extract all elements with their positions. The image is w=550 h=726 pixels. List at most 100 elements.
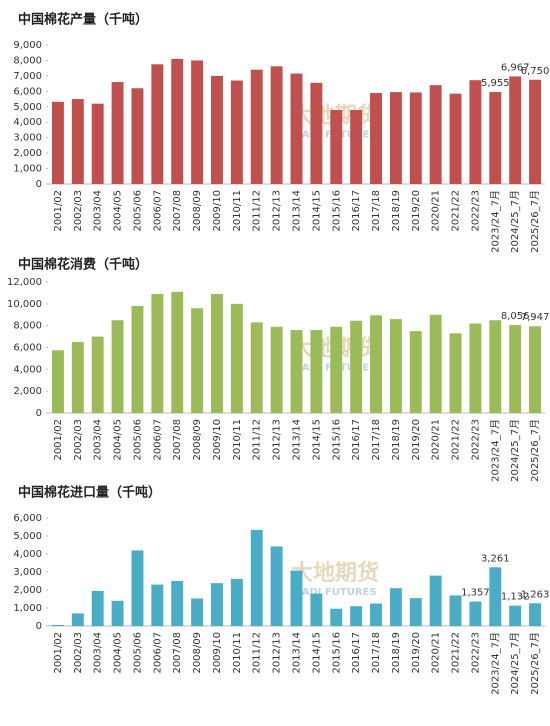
- y-tick-label: 12,000: [7, 277, 42, 288]
- bar: [131, 306, 144, 413]
- bar: [389, 588, 402, 626]
- x-tick-label: 2017/18: [371, 190, 382, 232]
- bar: [211, 583, 223, 626]
- chart-title: 中国棉花进口量（千吨）: [18, 485, 161, 501]
- bar: [171, 581, 184, 626]
- bar: [489, 567, 502, 626]
- data-label: 6,750: [521, 66, 550, 77]
- x-tick-label: 2007/08: [172, 632, 183, 674]
- bar: [211, 75, 223, 184]
- x-tick-label: 2015/16: [331, 632, 342, 674]
- x-tick-label: 2016/17: [351, 419, 362, 461]
- x-tick-label: 2018/19: [391, 190, 402, 232]
- x-tick-label: 2013/14: [292, 419, 303, 461]
- data-label: 1,357: [461, 588, 490, 599]
- x-tick-label: 2007/08: [172, 419, 183, 461]
- x-tick-label: 2007/08: [172, 190, 183, 232]
- bar: [71, 99, 84, 184]
- x-tick-label: 2016/17: [351, 632, 362, 674]
- x-tick-label: 2020/21: [431, 419, 442, 461]
- y-tick-label: 7,000: [13, 71, 42, 82]
- x-tick-label: 2021/22: [451, 190, 462, 232]
- bar: [51, 624, 64, 626]
- bar: [91, 590, 104, 626]
- bar: [71, 342, 84, 413]
- x-tick-label: 2003/04: [93, 419, 104, 461]
- bar: [389, 319, 402, 413]
- bar: [230, 80, 243, 184]
- y-tick-label: 3,000: [13, 133, 42, 144]
- bar: [310, 593, 323, 626]
- bar: [250, 529, 263, 626]
- bar: [71, 613, 84, 626]
- data-label: 8,056: [501, 311, 530, 322]
- x-tick-label: 2001/02: [53, 632, 64, 674]
- bar: [350, 110, 363, 184]
- bar: [370, 93, 382, 184]
- x-tick-label: 2020/21: [431, 632, 442, 674]
- y-tick-label: 8,000: [13, 321, 42, 332]
- x-tick-label: 2005/06: [132, 419, 143, 461]
- x-tick-label: 2001/02: [53, 190, 64, 232]
- bar: [290, 570, 303, 626]
- bar: [330, 110, 343, 184]
- bar: [250, 322, 263, 413]
- y-tick-label: 5,000: [13, 531, 42, 542]
- x-tick-label: 2011/12: [252, 419, 263, 461]
- bar: [370, 315, 382, 413]
- bar: [449, 333, 462, 413]
- y-tick-label: 4,000: [13, 549, 42, 560]
- bar: [509, 605, 522, 626]
- bar: [91, 103, 104, 184]
- x-tick-label: 2012/13: [272, 419, 283, 461]
- bar: [51, 101, 64, 184]
- bar: [290, 73, 303, 184]
- bar: [270, 66, 283, 184]
- x-tick-label: 2023/24_7月: [489, 190, 501, 253]
- x-tick-label: 2005/06: [132, 190, 143, 232]
- data-label: 7,947: [521, 312, 550, 323]
- x-tick-label: 2001/02: [53, 419, 64, 461]
- bar: [529, 326, 542, 413]
- x-tick-label: 2013/14: [292, 632, 303, 674]
- x-tick-label: 2014/15: [311, 190, 322, 232]
- bar: [529, 603, 542, 626]
- bar: [489, 320, 502, 413]
- x-tick-label: 2013/14: [292, 190, 303, 232]
- y-tick-label: 3,000: [13, 567, 42, 578]
- bar: [250, 69, 263, 184]
- bar: [151, 64, 164, 184]
- y-tick-label: 0: [36, 408, 42, 419]
- bar: [111, 320, 124, 413]
- y-tick-label: 6,000: [13, 86, 42, 97]
- x-tick-label: 2009/10: [212, 419, 223, 461]
- bar: [429, 575, 442, 626]
- x-tick-label: 2008/09: [192, 419, 203, 461]
- y-tick-label: 5,000: [13, 102, 42, 113]
- bar: [151, 584, 164, 626]
- bar: [191, 308, 204, 413]
- x-tick-label: 2022/23: [470, 419, 481, 461]
- x-tick-label: 2019/20: [411, 419, 422, 461]
- y-tick-label: 0: [36, 621, 42, 632]
- bar: [111, 82, 124, 184]
- bar: [151, 294, 164, 413]
- bar: [290, 330, 303, 413]
- bar: [191, 598, 204, 626]
- y-tick-label: 6,000: [13, 513, 42, 524]
- x-tick-label: 2025/26_7月: [529, 190, 541, 253]
- bar: [509, 325, 522, 413]
- x-tick-label: 2011/12: [252, 190, 263, 232]
- x-tick-label: 2015/16: [331, 190, 342, 232]
- x-tick-label: 2005/06: [132, 632, 143, 674]
- bar: [529, 79, 542, 184]
- bar: [211, 294, 223, 413]
- x-tick-label: 2009/10: [212, 632, 223, 674]
- bar: [509, 76, 522, 184]
- x-tick-label: 2022/23: [470, 190, 481, 232]
- bar: [310, 82, 323, 184]
- bar: [270, 326, 283, 413]
- x-tick-label: 2006/07: [152, 632, 163, 674]
- x-tick-label: 2008/09: [192, 190, 203, 232]
